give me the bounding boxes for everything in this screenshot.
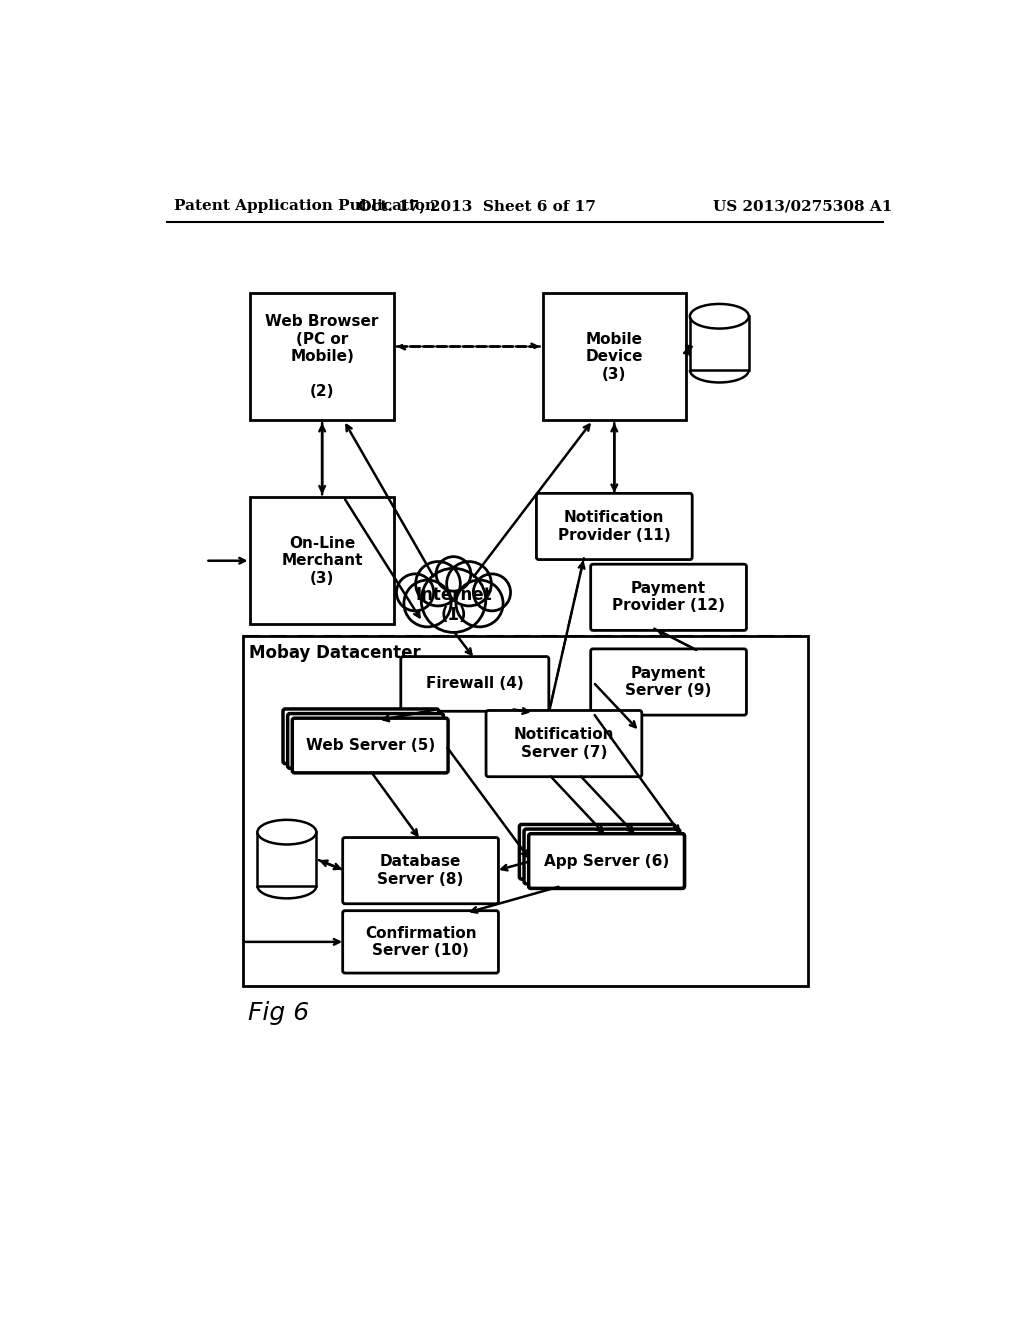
FancyBboxPatch shape (251, 293, 394, 420)
FancyBboxPatch shape (519, 825, 675, 879)
FancyBboxPatch shape (524, 829, 680, 884)
Text: Notification
Provider (11): Notification Provider (11) (558, 511, 671, 543)
FancyBboxPatch shape (251, 498, 394, 624)
Text: Internet
(1): Internet (1) (415, 586, 492, 624)
Text: Web Server: Web Server (321, 730, 401, 743)
Polygon shape (257, 832, 316, 886)
FancyBboxPatch shape (528, 834, 684, 888)
FancyBboxPatch shape (343, 837, 499, 904)
FancyBboxPatch shape (591, 649, 746, 715)
Text: Confirmation
Server (10): Confirmation Server (10) (365, 925, 476, 958)
Text: Web Browser
(PC or
Mobile)

(2): Web Browser (PC or Mobile) (2) (265, 314, 379, 399)
Text: Oct. 17, 2013  Sheet 6 of 17: Oct. 17, 2013 Sheet 6 of 17 (357, 199, 596, 213)
Text: Payment
Provider (12): Payment Provider (12) (612, 581, 725, 614)
Text: App Server (6): App Server (6) (544, 854, 670, 869)
FancyBboxPatch shape (543, 293, 686, 420)
Text: Notification
Server (7): Notification Server (7) (514, 727, 614, 760)
Ellipse shape (257, 820, 316, 845)
Text: US 2013/0275308 A1: US 2013/0275308 A1 (713, 199, 892, 213)
Text: Mobay Datacenter: Mobay Datacenter (249, 644, 421, 661)
Text: Patent Application Publication: Patent Application Publication (174, 199, 436, 213)
FancyBboxPatch shape (288, 714, 443, 768)
Text: App Server (6): App Server (6) (544, 854, 670, 869)
Text: Database
Server (8): Database Server (8) (378, 854, 464, 887)
Text: Payment
Server (9): Payment Server (9) (626, 665, 712, 698)
Text: App Server: App Server (563, 850, 641, 863)
FancyBboxPatch shape (343, 911, 499, 973)
Text: Firewall (4): Firewall (4) (426, 676, 523, 692)
Text: Web Server: Web Server (325, 734, 407, 747)
Text: Mobile
Device
(3): Mobile Device (3) (586, 331, 643, 381)
FancyBboxPatch shape (528, 834, 684, 888)
Circle shape (403, 579, 451, 627)
Circle shape (416, 561, 461, 606)
Text: App Server: App Server (558, 845, 636, 858)
Circle shape (456, 579, 503, 627)
Circle shape (421, 569, 485, 632)
FancyBboxPatch shape (537, 494, 692, 560)
FancyBboxPatch shape (243, 636, 809, 986)
FancyBboxPatch shape (292, 718, 449, 774)
Text: Web Server (5): Web Server (5) (305, 738, 435, 752)
FancyBboxPatch shape (400, 656, 549, 711)
Polygon shape (690, 317, 749, 370)
FancyBboxPatch shape (591, 564, 746, 631)
Circle shape (446, 561, 492, 606)
Ellipse shape (690, 304, 749, 329)
Circle shape (396, 574, 433, 611)
Circle shape (473, 574, 511, 611)
Text: On-Line
Merchant
(3): On-Line Merchant (3) (282, 536, 362, 586)
FancyBboxPatch shape (283, 709, 438, 763)
Text: Fig 6: Fig 6 (248, 1001, 309, 1026)
Circle shape (436, 557, 471, 591)
FancyBboxPatch shape (486, 710, 642, 776)
